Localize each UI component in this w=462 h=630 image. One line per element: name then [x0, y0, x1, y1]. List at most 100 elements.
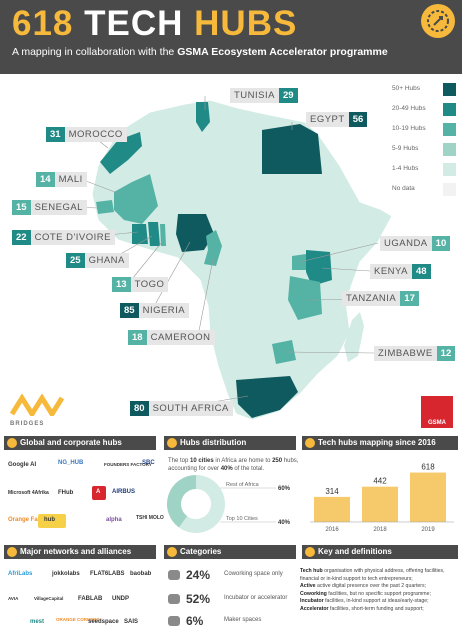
bridges-text: BRIDGES	[10, 421, 45, 427]
definition-term: Tech hub	[300, 568, 323, 574]
dist-top10: 10 cities	[190, 458, 214, 464]
label-uganda: UGANDA 10	[380, 236, 451, 251]
title-number: 618	[12, 4, 74, 43]
pie-icon	[167, 438, 177, 448]
legend-swatch	[443, 143, 456, 156]
definition-term: Coworking	[300, 590, 327, 597]
label-tanzania: TANZANIA 17	[342, 291, 419, 306]
country-name: TUNISIA	[230, 88, 279, 103]
madagascar-shape	[344, 312, 364, 362]
incubator-icon	[168, 594, 180, 604]
logo-orange-fab: Orange Fab	[8, 517, 42, 523]
logo-sais: SAIS	[124, 619, 139, 625]
country-name: CAMEROON	[146, 330, 215, 345]
definition-item: Tech hub organisation with physical addr…	[300, 568, 458, 583]
uganda-shape	[292, 254, 306, 270]
definition-item: Active active digital presence over the …	[300, 583, 458, 591]
category-pct: 24%	[186, 568, 211, 582]
hub-count: 56	[348, 112, 368, 127]
logo-hub-chip	[38, 514, 66, 528]
south-africa-shape	[236, 376, 298, 418]
country-name: KENYA	[370, 264, 413, 279]
hub-count: 29	[278, 88, 298, 103]
subtitle-text: A mapping in collaboration with the	[12, 46, 175, 58]
tanzania-shape	[288, 276, 322, 320]
tunisia-shape	[196, 102, 210, 132]
dist-text-pre: The top	[168, 458, 189, 464]
togo-shape	[160, 224, 166, 246]
legend-swatch	[443, 103, 456, 116]
coworking-icon	[168, 570, 180, 580]
logo-founders-factory: FOUNDERS FACTORY	[104, 462, 152, 467]
senegal-shape	[96, 200, 114, 214]
hub-count: 25	[66, 253, 85, 268]
legend-swatch	[443, 163, 456, 176]
category-label: Incubator or accelerator	[224, 595, 288, 601]
hub-count: 17	[400, 291, 419, 306]
country-name: COTE D'IVOIRE	[30, 230, 115, 245]
title-word-tech: TECH	[84, 4, 184, 43]
hub-count: 85	[120, 303, 139, 318]
definition-text: facilities, but no specific support prog…	[328, 590, 431, 597]
chart-icon	[305, 438, 315, 448]
bridges-logo: BRIDGES	[9, 393, 70, 427]
logo-fablab: FABLAB	[78, 596, 103, 602]
rocket-icon	[421, 4, 455, 38]
cameroon-shape	[204, 230, 222, 266]
legend-label: 20-49 Hubs	[392, 105, 426, 112]
hub-count: 31	[46, 127, 65, 142]
tag-icon	[167, 547, 177, 557]
subtitle: A mapping in collaboration with the GSMA…	[12, 46, 388, 58]
title-word-hubs: HUBS	[194, 4, 298, 43]
definition-item: Incubator facilities, in-kind support at…	[300, 598, 458, 606]
definition-term: Active	[300, 583, 316, 590]
label-cote-divoire: 22 COTE D'IVOIRE	[12, 230, 115, 245]
map-legend: 50+ Hubs 20-49 Hubs 10-19 Hubs 5-9 Hubs …	[392, 82, 456, 202]
legend-item: 20-49 Hubs	[392, 102, 456, 118]
pie-slice-label: Rest of Africa	[226, 482, 260, 488]
logo-afrilabs: AfriLabs	[8, 571, 33, 577]
legend-label: No data	[392, 185, 415, 192]
map-area: TUNISIA 29 EGYPT 56 31 MOROCCO 14 MALI 15 SEN…	[0, 74, 462, 430]
logo-mest: mest	[30, 619, 45, 625]
label-nigeria: 85 NIGERIA	[120, 303, 190, 318]
network-icon	[7, 547, 17, 557]
label-egypt: EGYPT 56	[306, 112, 368, 127]
bar-category-label: 2019	[421, 527, 435, 533]
dist-text-mid2: hubs, accounting for over	[168, 458, 299, 472]
definition-term: Incubator	[300, 598, 324, 605]
legend-item: 10-19 Hubs	[392, 122, 456, 138]
section-title: Major networks and alliances	[20, 547, 132, 556]
dist-count: 250	[272, 458, 283, 464]
country-name: MOROCCO	[64, 127, 127, 142]
maker-icon	[168, 616, 180, 626]
mapping-bar-chart: 314 2016 442 2018 618 2019	[310, 463, 454, 533]
bar-value-label: 618	[421, 463, 435, 472]
hub-count: 12	[436, 346, 456, 361]
logo-a-chip	[92, 486, 106, 500]
logo-alpha: alpha	[106, 517, 122, 523]
country-name: SOUTH AFRICA	[148, 401, 233, 416]
logo-avia: AVIA	[8, 596, 19, 601]
hub-count: 80	[130, 401, 149, 416]
nigeria-shape	[176, 214, 214, 252]
legend-label: 1-4 Hubs	[392, 165, 419, 172]
category-label: Maker spaces	[224, 617, 262, 623]
section-title: Categories	[180, 547, 222, 556]
hub-count: 13	[112, 277, 131, 292]
country-name: ZIMBABWE	[374, 346, 437, 361]
country-name: GHANA	[84, 253, 129, 268]
header: 618 TECH HUBS A mapping in collaboration…	[0, 0, 462, 74]
logo-baobab: baobab	[130, 571, 152, 577]
hub-count: 18	[128, 330, 147, 345]
category-pct: 6%	[186, 614, 204, 628]
country-name: SENEGAL	[30, 200, 87, 215]
label-togo: 13 TOGO	[112, 277, 169, 292]
logo-microsoft: Microsoft 4Afrika	[8, 490, 49, 496]
legend-label: 50+ Hubs	[392, 85, 421, 92]
cote-divoire-shape	[132, 224, 148, 244]
definition-text: organisation with physical address, offe…	[300, 568, 445, 582]
section-mapping: Tech hubs mapping since 2016	[302, 436, 458, 450]
zimbabwe-shape	[272, 340, 296, 364]
africa-continent-shape	[91, 99, 393, 421]
